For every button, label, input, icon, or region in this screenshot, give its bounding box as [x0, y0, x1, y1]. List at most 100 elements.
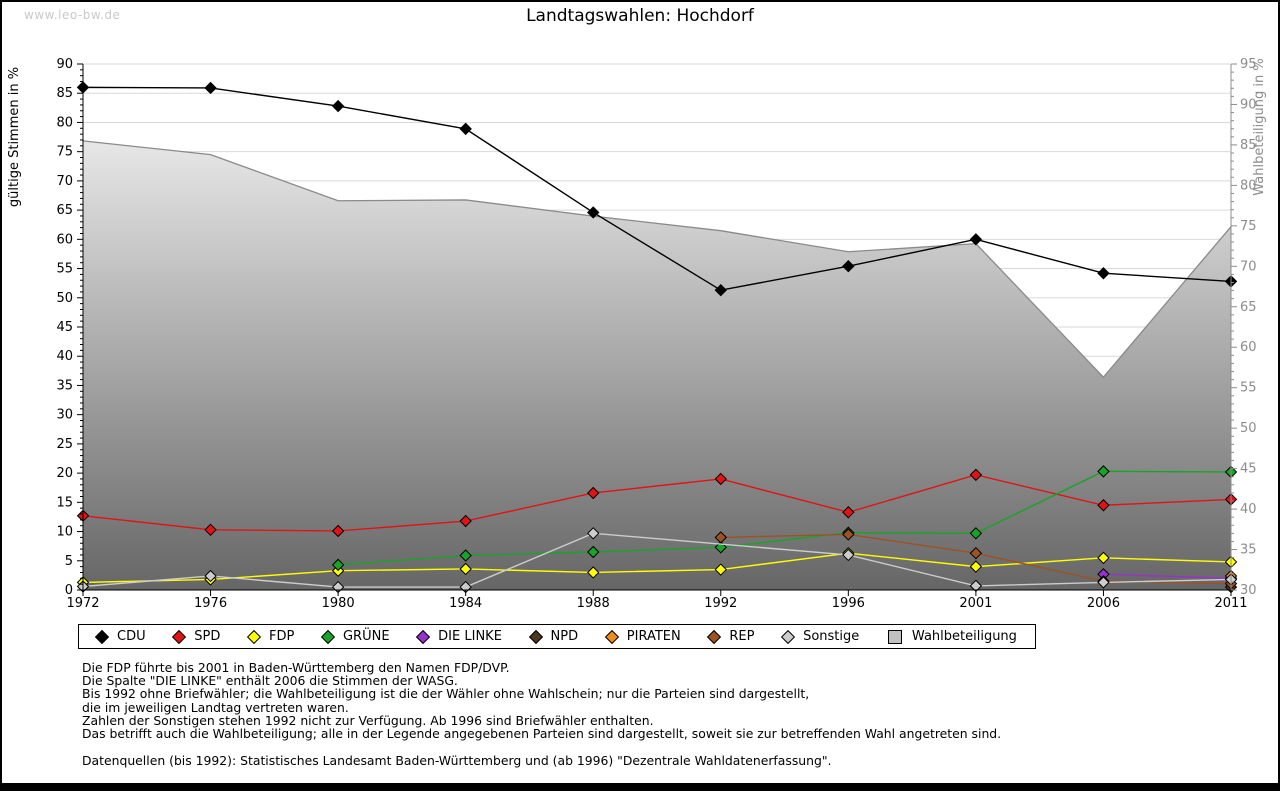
marker-gr-ne	[331, 558, 345, 572]
svg-text:70: 70	[1240, 259, 1257, 274]
legend-label: Wahlbeteiligung	[911, 629, 1017, 644]
marker-gr-ne	[459, 549, 472, 562]
svg-text:25: 25	[56, 437, 73, 452]
marker-cdu	[1097, 267, 1110, 280]
marker-spd	[1097, 499, 1110, 512]
marker-sonstige	[587, 527, 600, 540]
turnout-area	[83, 140, 1231, 590]
svg-text:45: 45	[56, 320, 73, 335]
marker-fdp	[714, 563, 727, 576]
legend-label: REP	[729, 629, 755, 644]
marker-cdu	[587, 206, 600, 219]
wahlbeteiligung-marker-icon	[887, 629, 902, 644]
svg-text:95: 95	[1240, 57, 1257, 72]
series-line-die-linke	[1103, 573, 1232, 580]
marker-spd	[714, 472, 727, 486]
svg-text:60: 60	[56, 232, 73, 247]
svg-text:30: 30	[56, 408, 73, 423]
marker-spd	[842, 506, 855, 519]
marker-fdp	[587, 566, 600, 579]
svg-text:65: 65	[56, 203, 73, 218]
footnote-line: Das betrifft auch die Wahlbeteiligung; a…	[82, 726, 1002, 742]
legend-item-gr-ne: GRÜNE	[320, 629, 390, 644]
npd-marker-icon	[528, 629, 543, 644]
series-line-gr-ne	[338, 470, 1232, 566]
legend-label: NPD	[550, 629, 579, 644]
legend-label: Sonstige	[803, 629, 860, 644]
svg-text:75: 75	[56, 145, 73, 160]
svg-text:85: 85	[56, 86, 73, 101]
legend-item-die-linke: DIE LINKE	[416, 629, 502, 644]
svg-text:55: 55	[1240, 381, 1257, 396]
x-tick-label: 1996	[832, 596, 865, 611]
rep-marker-icon	[707, 629, 722, 644]
marker-gr-ne	[587, 545, 600, 559]
svg-text:0: 0	[65, 583, 73, 598]
marker-spd	[969, 468, 983, 482]
marker-sonstige	[842, 548, 855, 562]
legend-label: CDU	[117, 629, 146, 644]
x-tick-label: 2001	[959, 596, 992, 611]
marker-rep	[842, 528, 855, 541]
spd-marker-icon	[172, 629, 187, 644]
legend-label: FDP	[269, 629, 295, 644]
svg-text:80: 80	[56, 115, 73, 130]
footnotes: Die FDP führte bis 2001 in Baden-Württem…	[82, 660, 1002, 769]
source-line: Datenquellen (bis 1992): Statistisches L…	[82, 753, 832, 769]
footnote-line: Die FDP führte bis 2001 in Baden-Württem…	[82, 660, 510, 675]
marker-spd	[204, 523, 217, 537]
svg-text:15: 15	[56, 495, 73, 510]
fdp-marker-icon	[246, 629, 262, 644]
site-watermark: www.leo-bw.de	[24, 8, 121, 22]
marker-cdu	[204, 81, 217, 95]
election-chart: 0 5 10 15 20 25 30 35 40 45 50 55 60 65 70 75 80 85 90 30 35…	[7, 57, 1267, 611]
marker-spd	[331, 524, 345, 538]
legend-item-fdp: FDP	[246, 629, 295, 644]
marker-gr-ne	[1097, 465, 1110, 478]
svg-text:40: 40	[1240, 502, 1257, 517]
svg-text:85: 85	[1240, 138, 1257, 153]
x-tick-label: 1992	[704, 596, 737, 611]
svg-text:70: 70	[56, 174, 73, 189]
svg-text:5: 5	[65, 554, 73, 569]
left-axis-title: gültige Stimmen in %	[7, 67, 22, 207]
gr-ne-marker-icon	[320, 629, 336, 644]
legend-item-npd: NPD	[528, 629, 579, 644]
turnout-line	[82, 140, 1232, 379]
legend-item-spd: SPD	[172, 629, 220, 644]
legend-item-wahlbeteiligung: Wahlbeteiligung	[887, 629, 1017, 644]
series-line-spd	[82, 474, 1232, 532]
svg-text:35: 35	[1240, 543, 1257, 558]
piraten-marker-icon	[604, 629, 619, 644]
svg-text:80: 80	[1240, 178, 1257, 193]
x-tick-label: 1972	[66, 596, 99, 611]
x-tick-label: 2011	[1214, 596, 1247, 611]
x-tick-label: 1988	[577, 596, 610, 611]
legend-item-piraten: PIRATEN	[604, 629, 681, 644]
marker-cdu	[331, 99, 345, 113]
legend-label: DIE LINKE	[438, 629, 502, 644]
marker-rep	[969, 546, 983, 560]
svg-text:75: 75	[1240, 219, 1257, 234]
legend: CDU SPD FDP GRÜNE DIE LINKE NPD PIRATEN REP Sons…	[78, 624, 1036, 649]
legend-item-rep: REP	[707, 629, 755, 644]
svg-text:90: 90	[56, 57, 73, 72]
marker-rep	[714, 531, 727, 544]
svg-text:90: 90	[1240, 97, 1257, 112]
footnote-line: Die Spalte "DIE LINKE" enthält 2006 die …	[82, 673, 458, 689]
svg-text:50: 50	[56, 291, 73, 306]
marker-fdp	[459, 562, 472, 576]
svg-text:50: 50	[1240, 421, 1257, 436]
legend-label: GRÜNE	[342, 629, 390, 644]
marker-sonstige	[204, 569, 217, 583]
marker-cdu	[842, 260, 855, 273]
right-axis-title: Wahlbeteiligung in %	[1252, 58, 1267, 195]
marker-cdu	[459, 122, 472, 136]
marker-cdu	[714, 283, 727, 297]
marker-cdu	[969, 233, 983, 246]
x-tick-label: 2006	[1087, 596, 1120, 611]
series-line-fdp	[82, 552, 1232, 584]
marker-fdp	[969, 560, 983, 573]
series-line-cdu	[82, 86, 1232, 291]
marker-sonstige	[1097, 576, 1110, 589]
